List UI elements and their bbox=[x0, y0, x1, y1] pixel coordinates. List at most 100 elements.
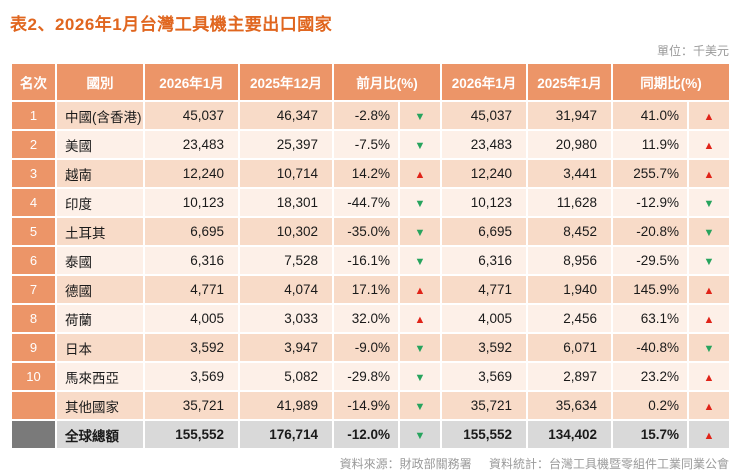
rank-cell: 7 bbox=[10, 274, 57, 305]
rank-cell: 5 bbox=[10, 216, 57, 247]
mom-triangle-icon: ▲ bbox=[414, 314, 426, 326]
header-jan2025: 2025年1月 bbox=[526, 62, 613, 102]
mom-indicator-cell: ▲ bbox=[398, 303, 442, 334]
country-cell: 其他國家 bbox=[55, 390, 145, 421]
mom-cell: -16.1% bbox=[332, 245, 400, 276]
rank-cell: 2 bbox=[10, 129, 57, 160]
mom-triangle-icon: ▼ bbox=[414, 140, 426, 152]
jan2026-yoy-cell: 10,123 bbox=[440, 187, 528, 218]
mom-indicator-cell: ▼ bbox=[398, 390, 442, 421]
dec2025-cell: 18,301 bbox=[238, 187, 334, 218]
yoy-indicator-cell: ▼ bbox=[687, 245, 731, 276]
jan2026-cell: 12,240 bbox=[143, 158, 240, 189]
mom-cell: -9.0% bbox=[332, 332, 400, 363]
mom-indicator-cell: ▼ bbox=[398, 245, 442, 276]
table-row: 7 德國 4,771 4,074 17.1% ▲ 4,771 1,940 145… bbox=[10, 274, 731, 305]
rank-cell: 8 bbox=[10, 303, 57, 334]
country-cell: 土耳其 bbox=[55, 216, 145, 247]
country-cell: 美國 bbox=[55, 129, 145, 160]
yoy-cell: 63.1% bbox=[611, 303, 689, 334]
mom-cell: -35.0% bbox=[332, 216, 400, 247]
jan2026-yoy-cell: 45,037 bbox=[440, 100, 528, 131]
jan2025-cell: 11,628 bbox=[526, 187, 613, 218]
yoy-indicator-cell: ▼ bbox=[687, 332, 731, 363]
country-cell: 日本 bbox=[55, 332, 145, 363]
dec2025-cell: 176,714 bbox=[238, 419, 334, 450]
header-dec2025: 2025年12月 bbox=[238, 62, 334, 102]
dec2025-cell: 10,302 bbox=[238, 216, 334, 247]
table-row: 1 中國(含香港) 45,037 46,347 -2.8% ▼ 45,037 3… bbox=[10, 100, 731, 131]
yoy-cell: 11.9% bbox=[611, 129, 689, 160]
jan2026-yoy-cell: 3,569 bbox=[440, 361, 528, 392]
yoy-indicator-cell: ▼ bbox=[687, 187, 731, 218]
yoy-triangle-icon: ▲ bbox=[703, 169, 715, 181]
dec2025-cell: 7,528 bbox=[238, 245, 334, 276]
jan2026-cell: 155,552 bbox=[143, 419, 240, 450]
yoy-cell: -12.9% bbox=[611, 187, 689, 218]
dec2025-cell: 3,033 bbox=[238, 303, 334, 334]
jan2026-yoy-cell: 4,005 bbox=[440, 303, 528, 334]
rank-cell: 3 bbox=[10, 158, 57, 189]
jan2025-cell: 31,947 bbox=[526, 100, 613, 131]
header-mom: 前月比(%) bbox=[332, 62, 442, 102]
jan2026-yoy-cell: 6,316 bbox=[440, 245, 528, 276]
jan2025-cell: 2,897 bbox=[526, 361, 613, 392]
country-cell: 中國(含香港) bbox=[55, 100, 145, 131]
mom-cell: -12.0% bbox=[332, 419, 400, 450]
yoy-triangle-icon: ▼ bbox=[703, 343, 715, 355]
jan2025-cell: 3,441 bbox=[526, 158, 613, 189]
mom-indicator-cell: ▼ bbox=[398, 100, 442, 131]
jan2025-cell: 2,456 bbox=[526, 303, 613, 334]
yoy-indicator-cell: ▲ bbox=[687, 100, 731, 131]
dec2025-cell: 10,714 bbox=[238, 158, 334, 189]
rank-cell bbox=[10, 419, 57, 450]
jan2026-cell: 3,569 bbox=[143, 361, 240, 392]
unit-label: 單位：千美元 bbox=[656, 44, 729, 58]
yoy-indicator-cell: ▼ bbox=[687, 216, 731, 247]
yoy-triangle-icon: ▼ bbox=[703, 198, 715, 210]
jan2025-cell: 8,452 bbox=[526, 216, 613, 247]
rank-cell: 1 bbox=[10, 100, 57, 131]
mom-cell: 32.0% bbox=[332, 303, 400, 334]
table-row: 其他國家 35,721 41,989 -14.9% ▼ 35,721 35,63… bbox=[10, 390, 731, 421]
jan2026-yoy-cell: 155,552 bbox=[440, 419, 528, 450]
dec2025-cell: 3,947 bbox=[238, 332, 334, 363]
country-cell: 全球總額 bbox=[55, 419, 145, 450]
mom-indicator-cell: ▼ bbox=[398, 419, 442, 450]
mom-triangle-icon: ▼ bbox=[414, 401, 426, 413]
yoy-cell: -40.8% bbox=[611, 332, 689, 363]
yoy-indicator-cell: ▲ bbox=[687, 129, 731, 160]
yoy-indicator-cell: ▲ bbox=[687, 419, 731, 450]
mom-cell: -7.5% bbox=[332, 129, 400, 160]
stats-label: 資料統計：台灣工具機暨零組件工業同業公會 bbox=[488, 457, 729, 471]
table-row: 9 日本 3,592 3,947 -9.0% ▼ 3,592 6,071 -40… bbox=[10, 332, 731, 363]
table-row: 3 越南 12,240 10,714 14.2% ▲ 12,240 3,441 … bbox=[10, 158, 731, 189]
yoy-cell: 41.0% bbox=[611, 100, 689, 131]
jan2026-yoy-cell: 35,721 bbox=[440, 390, 528, 421]
jan2026-yoy-cell: 6,695 bbox=[440, 216, 528, 247]
rank-cell: 10 bbox=[10, 361, 57, 392]
yoy-triangle-icon: ▼ bbox=[703, 227, 715, 239]
jan2026-yoy-cell: 4,771 bbox=[440, 274, 528, 305]
yoy-indicator-cell: ▲ bbox=[687, 303, 731, 334]
mom-triangle-icon: ▲ bbox=[414, 169, 426, 181]
mom-indicator-cell: ▼ bbox=[398, 216, 442, 247]
yoy-triangle-icon: ▲ bbox=[703, 430, 715, 442]
jan2026-cell: 10,123 bbox=[143, 187, 240, 218]
jan2026-yoy-cell: 12,240 bbox=[440, 158, 528, 189]
jan2026-cell: 23,483 bbox=[143, 129, 240, 160]
header-jan2026-yoy: 2026年1月 bbox=[440, 62, 528, 102]
mom-triangle-icon: ▼ bbox=[414, 227, 426, 239]
mom-triangle-icon: ▼ bbox=[414, 256, 426, 268]
mom-indicator-cell: ▼ bbox=[398, 129, 442, 160]
yoy-triangle-icon: ▲ bbox=[703, 285, 715, 297]
jan2025-cell: 134,402 bbox=[526, 419, 613, 450]
table-row: 6 泰國 6,316 7,528 -16.1% ▼ 6,316 8,956 -2… bbox=[10, 245, 731, 276]
yoy-indicator-cell: ▲ bbox=[687, 361, 731, 392]
mom-indicator-cell: ▼ bbox=[398, 332, 442, 363]
header-country: 國別 bbox=[55, 62, 145, 102]
jan2026-yoy-cell: 23,483 bbox=[440, 129, 528, 160]
jan2026-cell: 4,005 bbox=[143, 303, 240, 334]
yoy-cell: 0.2% bbox=[611, 390, 689, 421]
